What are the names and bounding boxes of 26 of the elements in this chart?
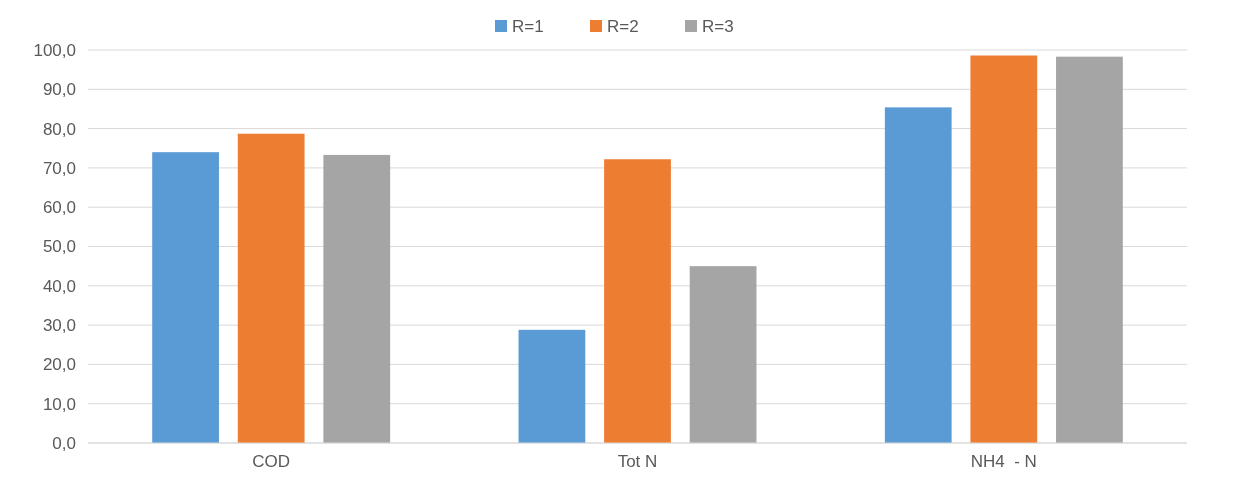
bar <box>237 133 305 443</box>
legend-label: R=3 <box>702 16 734 36</box>
x-tick-label: Tot N <box>617 452 658 471</box>
bar <box>152 152 219 443</box>
y-tick-label: 80,0 <box>42 119 76 139</box>
y-tick-label: 90,0 <box>42 80 76 100</box>
bar <box>884 107 952 443</box>
x-tick-label: COD <box>252 452 291 471</box>
y-tick-label: 60,0 <box>42 198 76 218</box>
y-tick-label: 20,0 <box>42 355 76 375</box>
y-tick-label: 70,0 <box>42 158 76 178</box>
bar <box>518 329 586 443</box>
bar <box>323 154 391 443</box>
bar <box>689 266 757 443</box>
y-tick-label: 50,0 <box>42 237 76 257</box>
y-tick-label: 40,0 <box>42 276 76 296</box>
x-tick-label: NH4 - N <box>970 452 1037 471</box>
y-tick-label: 0,0 <box>52 433 76 453</box>
y-tick-label: 10,0 <box>42 394 76 414</box>
legend-label: R=1 <box>512 16 544 36</box>
bar <box>604 159 671 443</box>
bar <box>970 55 1038 443</box>
bar <box>1056 56 1123 443</box>
y-tick-label: 100,0 <box>33 40 76 60</box>
y-tick-label: 30,0 <box>42 316 76 336</box>
legend-label: R=2 <box>607 16 639 36</box>
